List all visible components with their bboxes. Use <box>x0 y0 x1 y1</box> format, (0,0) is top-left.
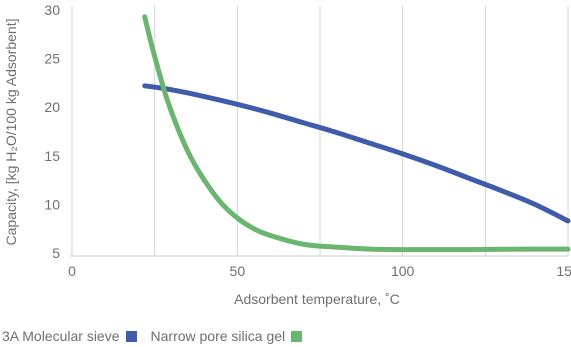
legend-swatch-molecular-sieve <box>125 330 137 342</box>
y-tick-label-15: 15 <box>44 148 60 164</box>
legend-item-silica-gel: Narrow pore silica gel <box>151 328 303 344</box>
legend-label-molecular-sieve: 3A Molecular sieve <box>2 328 120 344</box>
legend-item-molecular-sieve: 3A Molecular sieve <box>2 328 137 344</box>
series-line-molecular-sieve <box>142 83 571 224</box>
y-tick-label-25: 25 <box>44 51 60 67</box>
series-line-silica-gel <box>142 14 571 253</box>
y-tick-label-30: 30 <box>44 2 60 18</box>
x-tick-label-150: 150 <box>556 263 571 279</box>
legend-label-silica-gel: Narrow pore silica gel <box>150 328 286 344</box>
x-tick-label-100: 100 <box>391 263 415 279</box>
x-tick-label-50: 50 <box>230 263 246 279</box>
y-tick-label-10: 10 <box>44 196 60 212</box>
legend: 3A Molecular sieve Narrow pore silica ge… <box>2 327 316 345</box>
x-tick-label-0: 0 <box>68 263 76 279</box>
y-axis-title: Capacity, [kg H₂O/100 kg Adsorbent] <box>3 19 19 246</box>
grid-layer <box>71 6 569 256</box>
legend-swatch-silica-gel <box>291 330 303 342</box>
x-axis-title: Adsorbent temperature, ˚C <box>234 291 400 307</box>
series-layer <box>142 14 571 253</box>
y-tick-label-5: 5 <box>52 245 60 261</box>
y-tick-label-20: 20 <box>44 99 60 115</box>
axis-layer: 5 10 15 20 25 30 0 50 100 150 <box>44 2 571 279</box>
